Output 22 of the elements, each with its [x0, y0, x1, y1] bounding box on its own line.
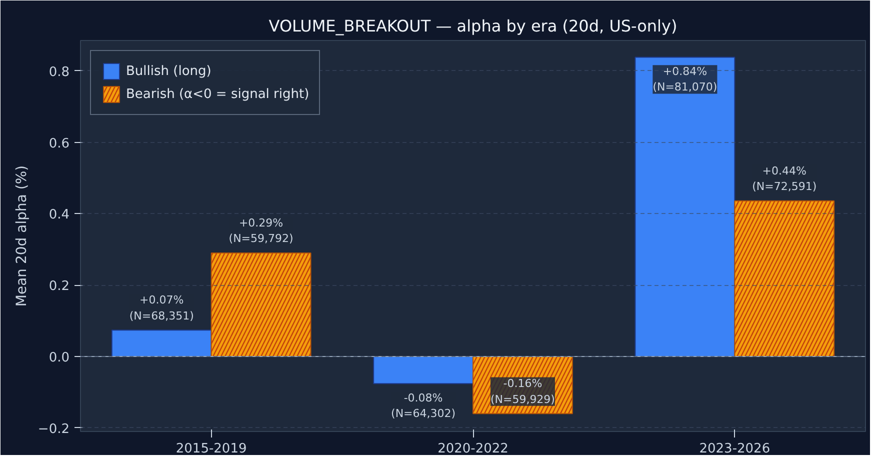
data-label: -0.08% (N=64,302) — [391, 391, 456, 420]
legend-label: Bullish (long) — [126, 64, 212, 78]
chart-title: VOLUME_BREAKOUT — alpha by era (20d, US-only) — [268, 16, 678, 36]
x-tick-label: 2023-2026 — [699, 442, 770, 456]
x-tick-label: 2020-2022 — [438, 442, 508, 456]
data-label: +0.44% (N=72,591) — [752, 164, 817, 194]
y-axis-title: Mean 20d alpha (%) — [14, 165, 30, 307]
x-tick-label: 2015-2019 — [176, 442, 247, 456]
data-label: +0.29% (N=59,792) — [228, 216, 294, 246]
y-tick-label: 0.6 — [48, 136, 70, 152]
bar — [634, 56, 736, 358]
bar — [111, 330, 212, 358]
data-label: +0.84% (N=81,070) — [652, 65, 718, 94]
data-label: -0.16% (N=59,929) — [490, 377, 555, 406]
y-tick-label: 0.8 — [48, 64, 70, 80]
data-label: +0.07% (N=68,351) — [129, 294, 194, 322]
legend-label: Bearish (α<0 = signal right) — [126, 86, 310, 102]
y-tick-label: −0.2 — [38, 422, 70, 437]
y-tick-label: 0.2 — [48, 279, 70, 294]
bar — [373, 356, 474, 384]
y-tick-label: 0.0 — [48, 350, 70, 366]
y-tick-label: 0.4 — [48, 208, 70, 223]
